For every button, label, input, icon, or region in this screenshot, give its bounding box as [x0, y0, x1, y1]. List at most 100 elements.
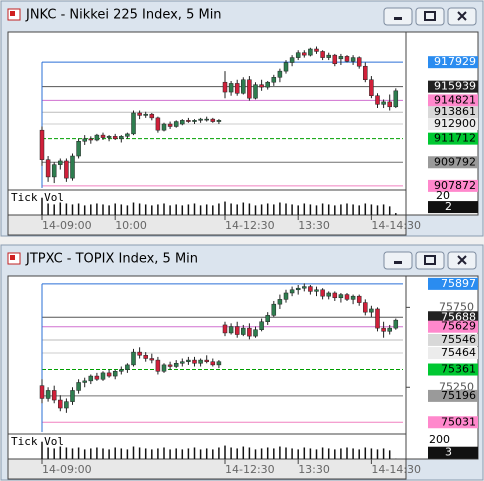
candle-body [64, 401, 69, 409]
candle-body [259, 321, 264, 330]
candle-body [70, 155, 75, 179]
candle-body [381, 327, 386, 332]
candle-body [186, 359, 191, 362]
candle-body [204, 118, 209, 121]
candle-body [234, 326, 240, 335]
candle-body [393, 90, 399, 108]
candle-body [106, 136, 112, 138]
window-title: JNKC - Nikkei 225 Index, 5 Min [25, 8, 222, 23]
candle-body [112, 371, 118, 377]
candle-body [320, 289, 325, 297]
candle-body [302, 52, 307, 56]
candle-body [369, 79, 374, 96]
candle-body [356, 295, 362, 303]
candle-body [88, 138, 94, 141]
candle-body [82, 138, 87, 142]
candle-body [88, 375, 94, 382]
x-tick-label: 14-09:00 [42, 219, 92, 232]
candle-body [387, 101, 392, 108]
candle-body [332, 54, 338, 65]
candle-body [222, 81, 228, 93]
level-label-box [428, 347, 478, 360]
x-tick-label: 14-14:30 [371, 219, 421, 232]
candle-body [271, 303, 277, 316]
level-label: 907872 [434, 179, 476, 192]
candle-body [39, 385, 45, 399]
candle-body [82, 380, 87, 383]
level-label: 75546 [441, 333, 476, 346]
candle-body [393, 319, 399, 329]
candle-body [289, 57, 295, 63]
candle-body [70, 390, 75, 402]
maximize-button[interactable] [415, 7, 445, 26]
level-label-box [428, 311, 478, 324]
level-label: 75688 [441, 310, 476, 323]
candle-body [356, 57, 362, 67]
candle-body [308, 286, 313, 292]
candle-body [155, 359, 161, 372]
candle-body [253, 84, 258, 99]
candle-body [167, 123, 173, 127]
level-label-box [428, 320, 478, 333]
candle-body [45, 159, 51, 178]
x-tick-label: 14-09:00 [42, 463, 92, 476]
candle-body [277, 299, 283, 305]
volume-last-label: 2 [445, 200, 452, 213]
candle-body [283, 292, 289, 300]
level-label: 914821 [434, 93, 476, 106]
candle-body [64, 160, 69, 179]
candle-body [180, 361, 185, 364]
candle-body [149, 358, 155, 361]
candle-body [76, 141, 81, 157]
maximize-button[interactable] [415, 251, 445, 270]
icon [394, 261, 402, 264]
x-tick-label: 14-12:30 [225, 463, 275, 476]
candle-body [338, 56, 344, 60]
candle-body [326, 292, 331, 297]
candle-body [216, 120, 222, 122]
volume-label: Tick Vol [11, 191, 64, 204]
candle-body [192, 359, 197, 364]
candle-body [314, 48, 319, 52]
candle-body [94, 375, 100, 380]
level-label-box [428, 277, 478, 290]
candle-body [247, 327, 252, 337]
minimize-button[interactable] [383, 7, 413, 26]
x-tick-label: 14-12:30 [225, 219, 275, 232]
candle-body [363, 302, 368, 313]
window-title: JTPXC - TOPIX Index, 5 Min [25, 252, 198, 267]
candle-body [314, 289, 319, 292]
candle-body [167, 364, 173, 367]
volume-last-label: 3 [445, 446, 452, 459]
candle-body [234, 83, 240, 94]
candle-body [375, 95, 380, 105]
volume-tick-label: 200 [429, 433, 450, 446]
candle-body [247, 79, 252, 99]
candle-body [228, 326, 234, 334]
level-label: 909792 [434, 155, 476, 168]
candle-body [180, 120, 185, 125]
candle-body [173, 363, 179, 367]
candle-body [344, 56, 350, 62]
candle-body [344, 294, 350, 300]
candle-body [39, 129, 45, 160]
level-label-box [428, 80, 478, 93]
candle-body [295, 52, 301, 58]
minimize-button[interactable] [383, 251, 413, 270]
level-label: 915939 [434, 80, 476, 93]
candle-body [228, 83, 234, 93]
level-label-box [428, 118, 478, 131]
volume-last-box [428, 446, 478, 459]
candle-body [45, 390, 51, 399]
candle-body [295, 287, 301, 291]
candle-body [131, 112, 136, 135]
candle-body [283, 62, 289, 72]
candle-body [222, 324, 228, 334]
candle-body [155, 117, 161, 131]
candle-body [375, 308, 380, 329]
candle-body [289, 289, 295, 294]
candle-body [192, 120, 197, 122]
level-label: 917929 [434, 55, 476, 68]
candle-body [58, 160, 63, 165]
